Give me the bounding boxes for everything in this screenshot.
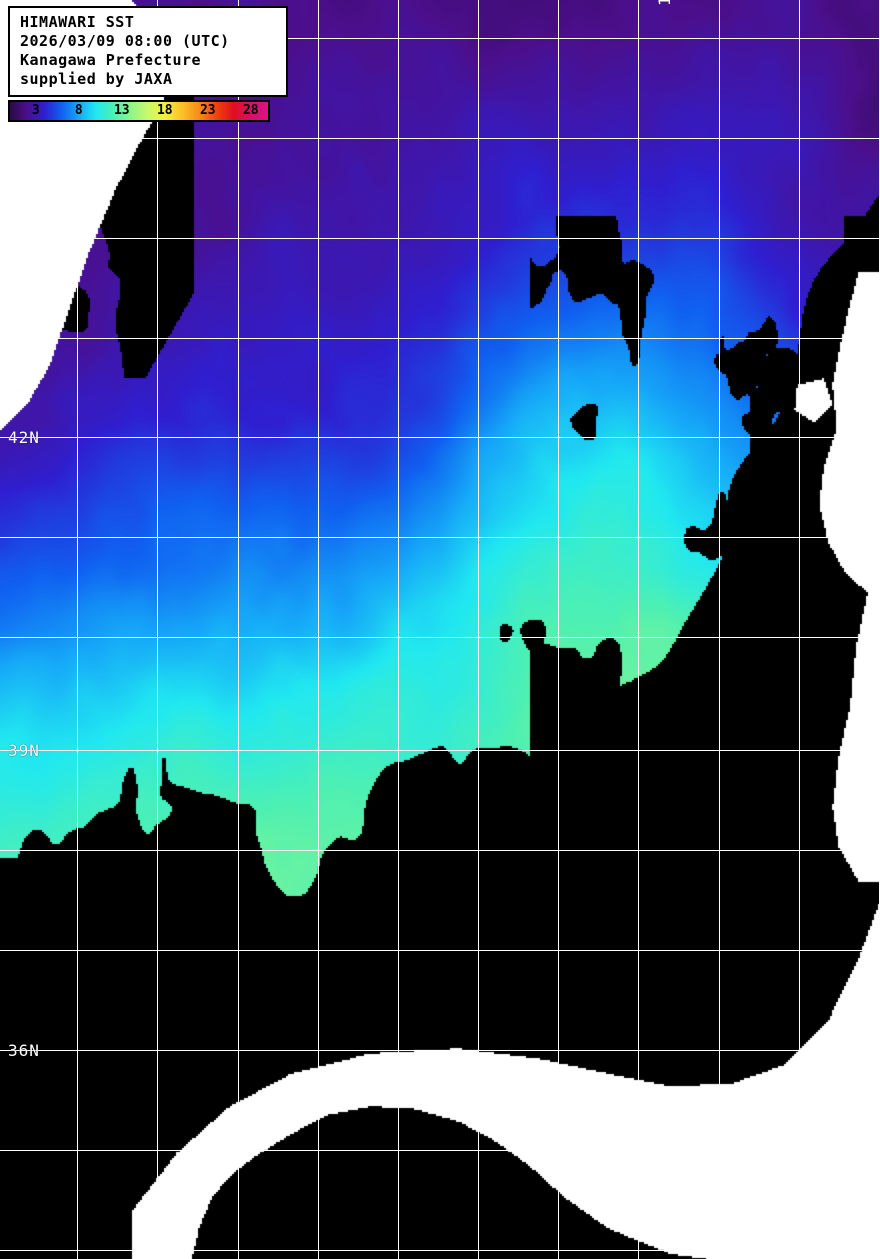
colorbar-tick-13: 13 <box>113 103 130 118</box>
gridline-parallel <box>0 338 880 339</box>
title-line-datetime: 2026/03/09 08:00 (UTC) <box>20 32 230 50</box>
latitude-label-39N: 39N <box>8 741 40 760</box>
gridline-parallel <box>0 950 880 951</box>
gridline-meridian <box>398 0 399 1259</box>
gridline-meridian <box>558 0 559 1259</box>
title-line-product: HIMAWARI SST <box>20 13 135 31</box>
colorbar-tick-8: 8 <box>74 103 83 118</box>
gridline-meridian <box>318 0 319 1259</box>
gridline-parallel <box>0 750 880 751</box>
gridline-parallel <box>0 1250 880 1251</box>
gridline-meridian <box>799 0 800 1259</box>
gridline-meridian <box>719 0 720 1259</box>
gridline-parallel <box>0 1150 880 1151</box>
longitude-label-138E: 138E <box>655 0 674 6</box>
gridline-parallel <box>0 238 880 239</box>
gridline-parallel <box>0 537 880 538</box>
gridline-parallel <box>0 38 880 39</box>
gridline-parallel <box>0 637 880 638</box>
colorbar-tick-18: 18 <box>156 103 173 118</box>
gridline-parallel <box>0 850 880 851</box>
gridline-parallel <box>0 1050 880 1051</box>
gridline-parallel <box>0 138 880 139</box>
title-line-source: supplied by JAXA <box>20 70 173 88</box>
title-line-region: Kanagawa Prefecture <box>20 51 202 69</box>
title-legend-box: HIMAWARI SST 2026/03/09 08:00 (UTC) Kana… <box>8 6 288 97</box>
gridline-meridian <box>638 0 639 1259</box>
latitude-label-42N: 42N <box>8 428 40 447</box>
colorbar-tick-23: 23 <box>199 103 216 118</box>
colorbar-gradient <box>10 102 268 120</box>
sst-colorbar: 3 8 13 18 23 28 <box>8 100 270 122</box>
latitude-label-36N: 36N <box>8 1041 40 1060</box>
gridline-meridian <box>157 0 158 1259</box>
gridline-meridian <box>238 0 239 1259</box>
gridline-meridian <box>77 0 78 1259</box>
colorbar-tick-28: 28 <box>242 103 259 118</box>
gridline-meridian <box>478 0 479 1259</box>
colorbar-tick-3: 3 <box>31 103 40 118</box>
gridline-parallel <box>0 437 880 438</box>
